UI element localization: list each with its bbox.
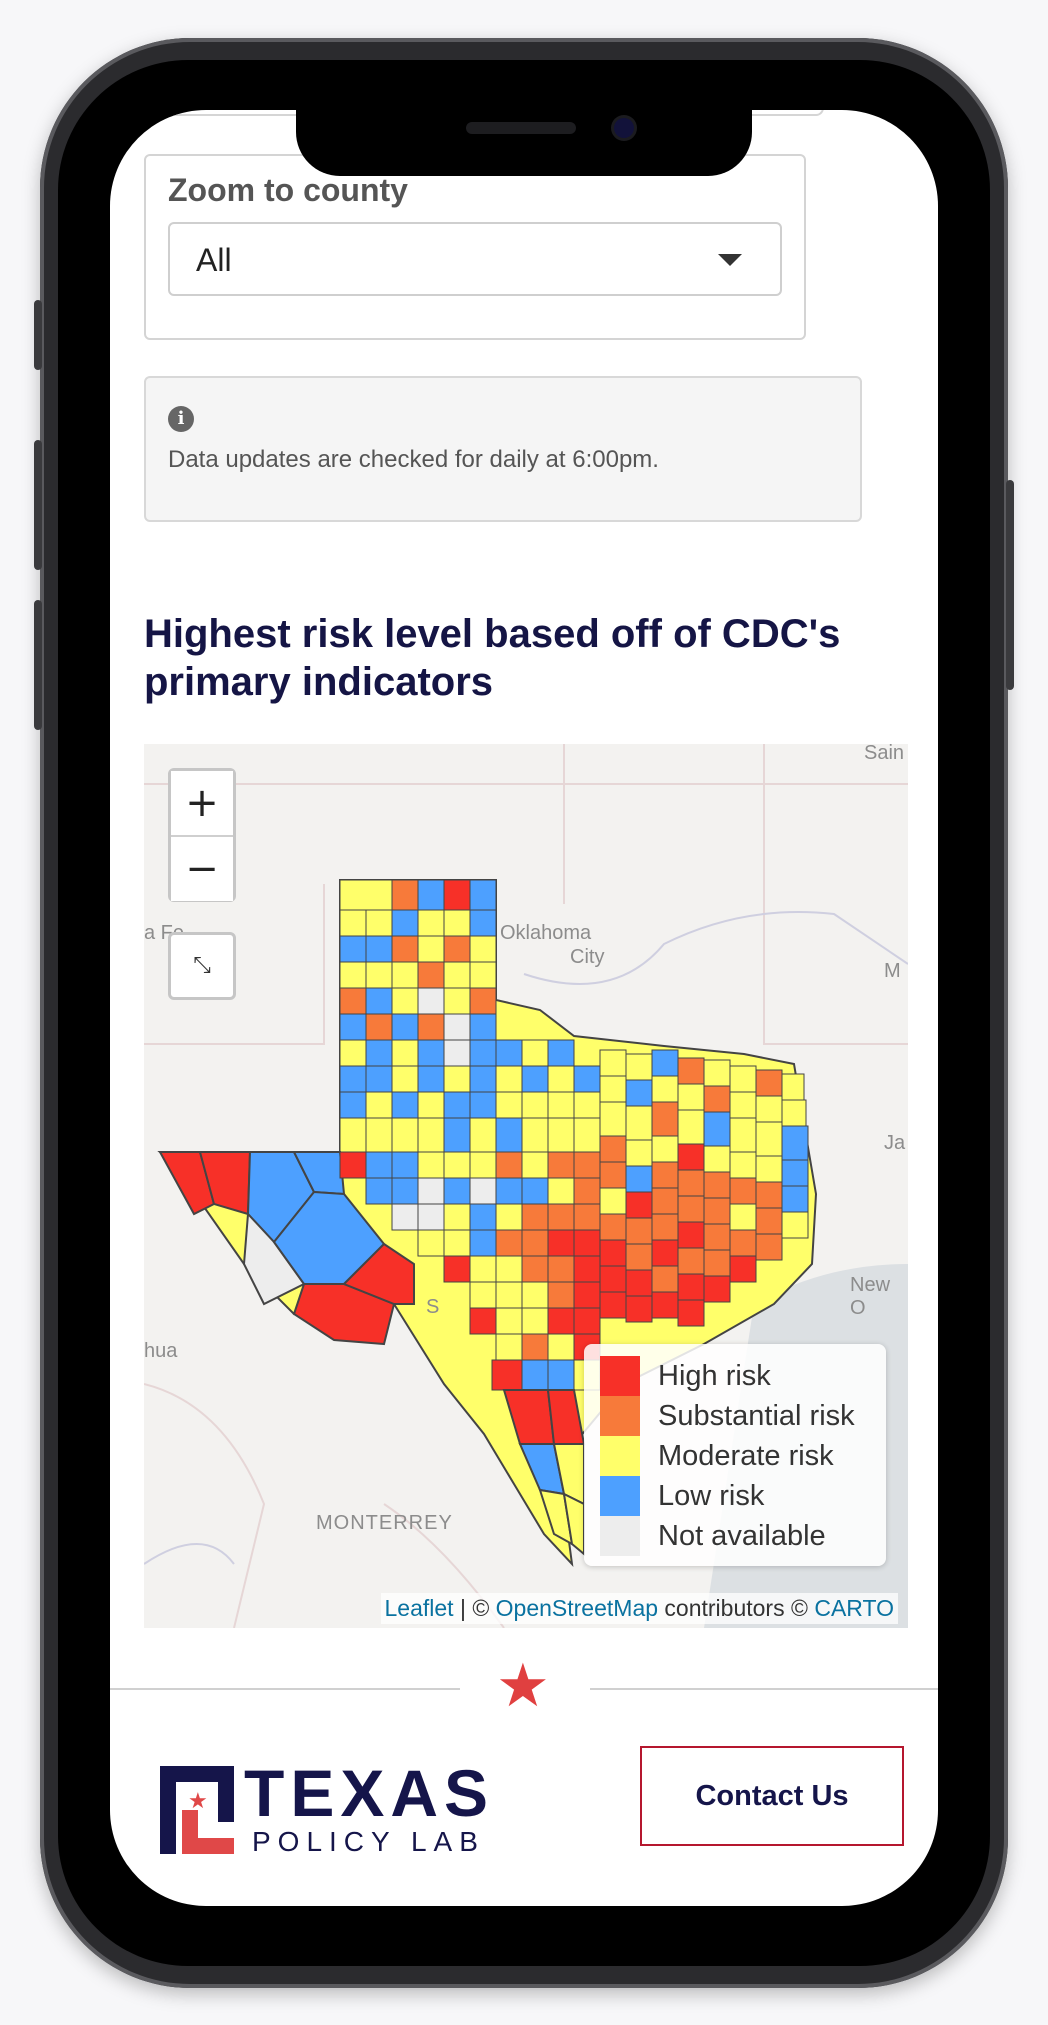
county-select[interactable]: All — [168, 222, 782, 296]
phone-side-button — [34, 300, 42, 370]
speaker-grille — [466, 122, 576, 134]
openstreetmap-link[interactable]: OpenStreetMap — [495, 1595, 659, 1621]
caret-down-icon — [718, 254, 742, 266]
logo-texas-text: TEXAS — [244, 1756, 495, 1830]
phone-power-button — [1006, 480, 1014, 690]
info-icon: i — [168, 406, 194, 432]
map-attribution: Leaflet | © OpenStreetMap contributors ©… — [380, 1593, 898, 1624]
info-text: Data updates are checked for daily at 6:… — [168, 446, 659, 473]
phone-volume-up — [34, 440, 42, 570]
leaflet-link[interactable]: Leaflet — [384, 1595, 454, 1621]
logo-policy-lab-text: POLICY LAB — [252, 1826, 485, 1857]
legend-item: Substantial risk — [600, 1396, 870, 1436]
zoom-to-county-label: Zoom to county — [168, 172, 408, 208]
map-label-new-orleans: New O — [850, 1274, 891, 1319]
map-label-j-edge: Ja — [884, 1132, 906, 1154]
phone-notch — [296, 110, 752, 176]
info-notice: i Data updates are checked for daily at … — [144, 376, 862, 522]
map-label-oklahoma-city: City — [570, 946, 605, 968]
legend-item: High risk — [600, 1356, 870, 1396]
map-label-chihuahua: hua — [144, 1340, 178, 1362]
texas-counties — [157, 879, 818, 1567]
collapse-arrows-icon: ⤡ — [193, 953, 211, 978]
legend-swatch — [600, 1476, 640, 1516]
legend-item: Low risk — [600, 1476, 870, 1516]
map-label-oklahoma: Oklahoma — [500, 922, 592, 944]
legend-swatch — [600, 1356, 640, 1396]
zoom-in-button[interactable]: + — [171, 771, 233, 835]
svg-text:★: ★ — [188, 1789, 208, 1814]
map-label-m-edge: M — [884, 960, 901, 982]
zoom-out-button[interactable]: − — [171, 837, 233, 901]
phone-volume-down — [34, 600, 42, 730]
legend-swatch — [600, 1516, 640, 1556]
star-icon: ★ — [496, 1651, 550, 1721]
map-rivers — [144, 911, 908, 1565]
section-heading: Highest risk level based off of CDC's pr… — [144, 612, 841, 704]
map-label-s: S — [426, 1296, 440, 1318]
legend-swatch — [600, 1396, 640, 1436]
legend-item: Not available — [600, 1516, 870, 1556]
zoom-divider — [171, 835, 233, 837]
attribution-sep: | © — [453, 1595, 496, 1621]
map-label-monterrey: MONTERREY — [316, 1512, 453, 1534]
map-legend: High risk Substantial risk Moderate risk… — [584, 1344, 886, 1566]
legend-swatch — [600, 1436, 640, 1476]
county-select-value: All — [196, 242, 232, 278]
legend-label: Low risk — [658, 1479, 765, 1512]
zoom-to-county-card: Zoom to county All — [144, 154, 806, 340]
front-camera — [614, 118, 634, 138]
contact-us-button[interactable]: Contact Us — [640, 1746, 904, 1846]
texas-policy-lab-logo[interactable]: ★ TEXAS POLICY LAB — [160, 1760, 520, 1860]
attribution-contrib: contributors © — [658, 1595, 815, 1621]
legend-item: Moderate risk — [600, 1436, 870, 1476]
risk-map[interactable]: Oklahoma City MONTERREY New O Sain a Fe … — [144, 744, 908, 1628]
reset-view-button[interactable]: ⤡ — [168, 932, 236, 1000]
footer-divider-left — [110, 1688, 460, 1690]
legend-label: Moderate risk — [658, 1439, 834, 1472]
legend-label: Substantial risk — [658, 1399, 855, 1432]
legend-label: High risk — [658, 1359, 771, 1392]
carto-link[interactable]: CARTO — [814, 1595, 894, 1621]
map-label-saint: Sain — [864, 744, 905, 764]
phone-screen: Zoom to county All i Data updates are ch… — [110, 110, 938, 1906]
logo-mark-icon: ★ — [160, 1766, 234, 1854]
legend-label: Not available — [658, 1519, 826, 1552]
map-zoom-control: + − — [168, 768, 236, 902]
footer-divider-right — [590, 1688, 938, 1690]
